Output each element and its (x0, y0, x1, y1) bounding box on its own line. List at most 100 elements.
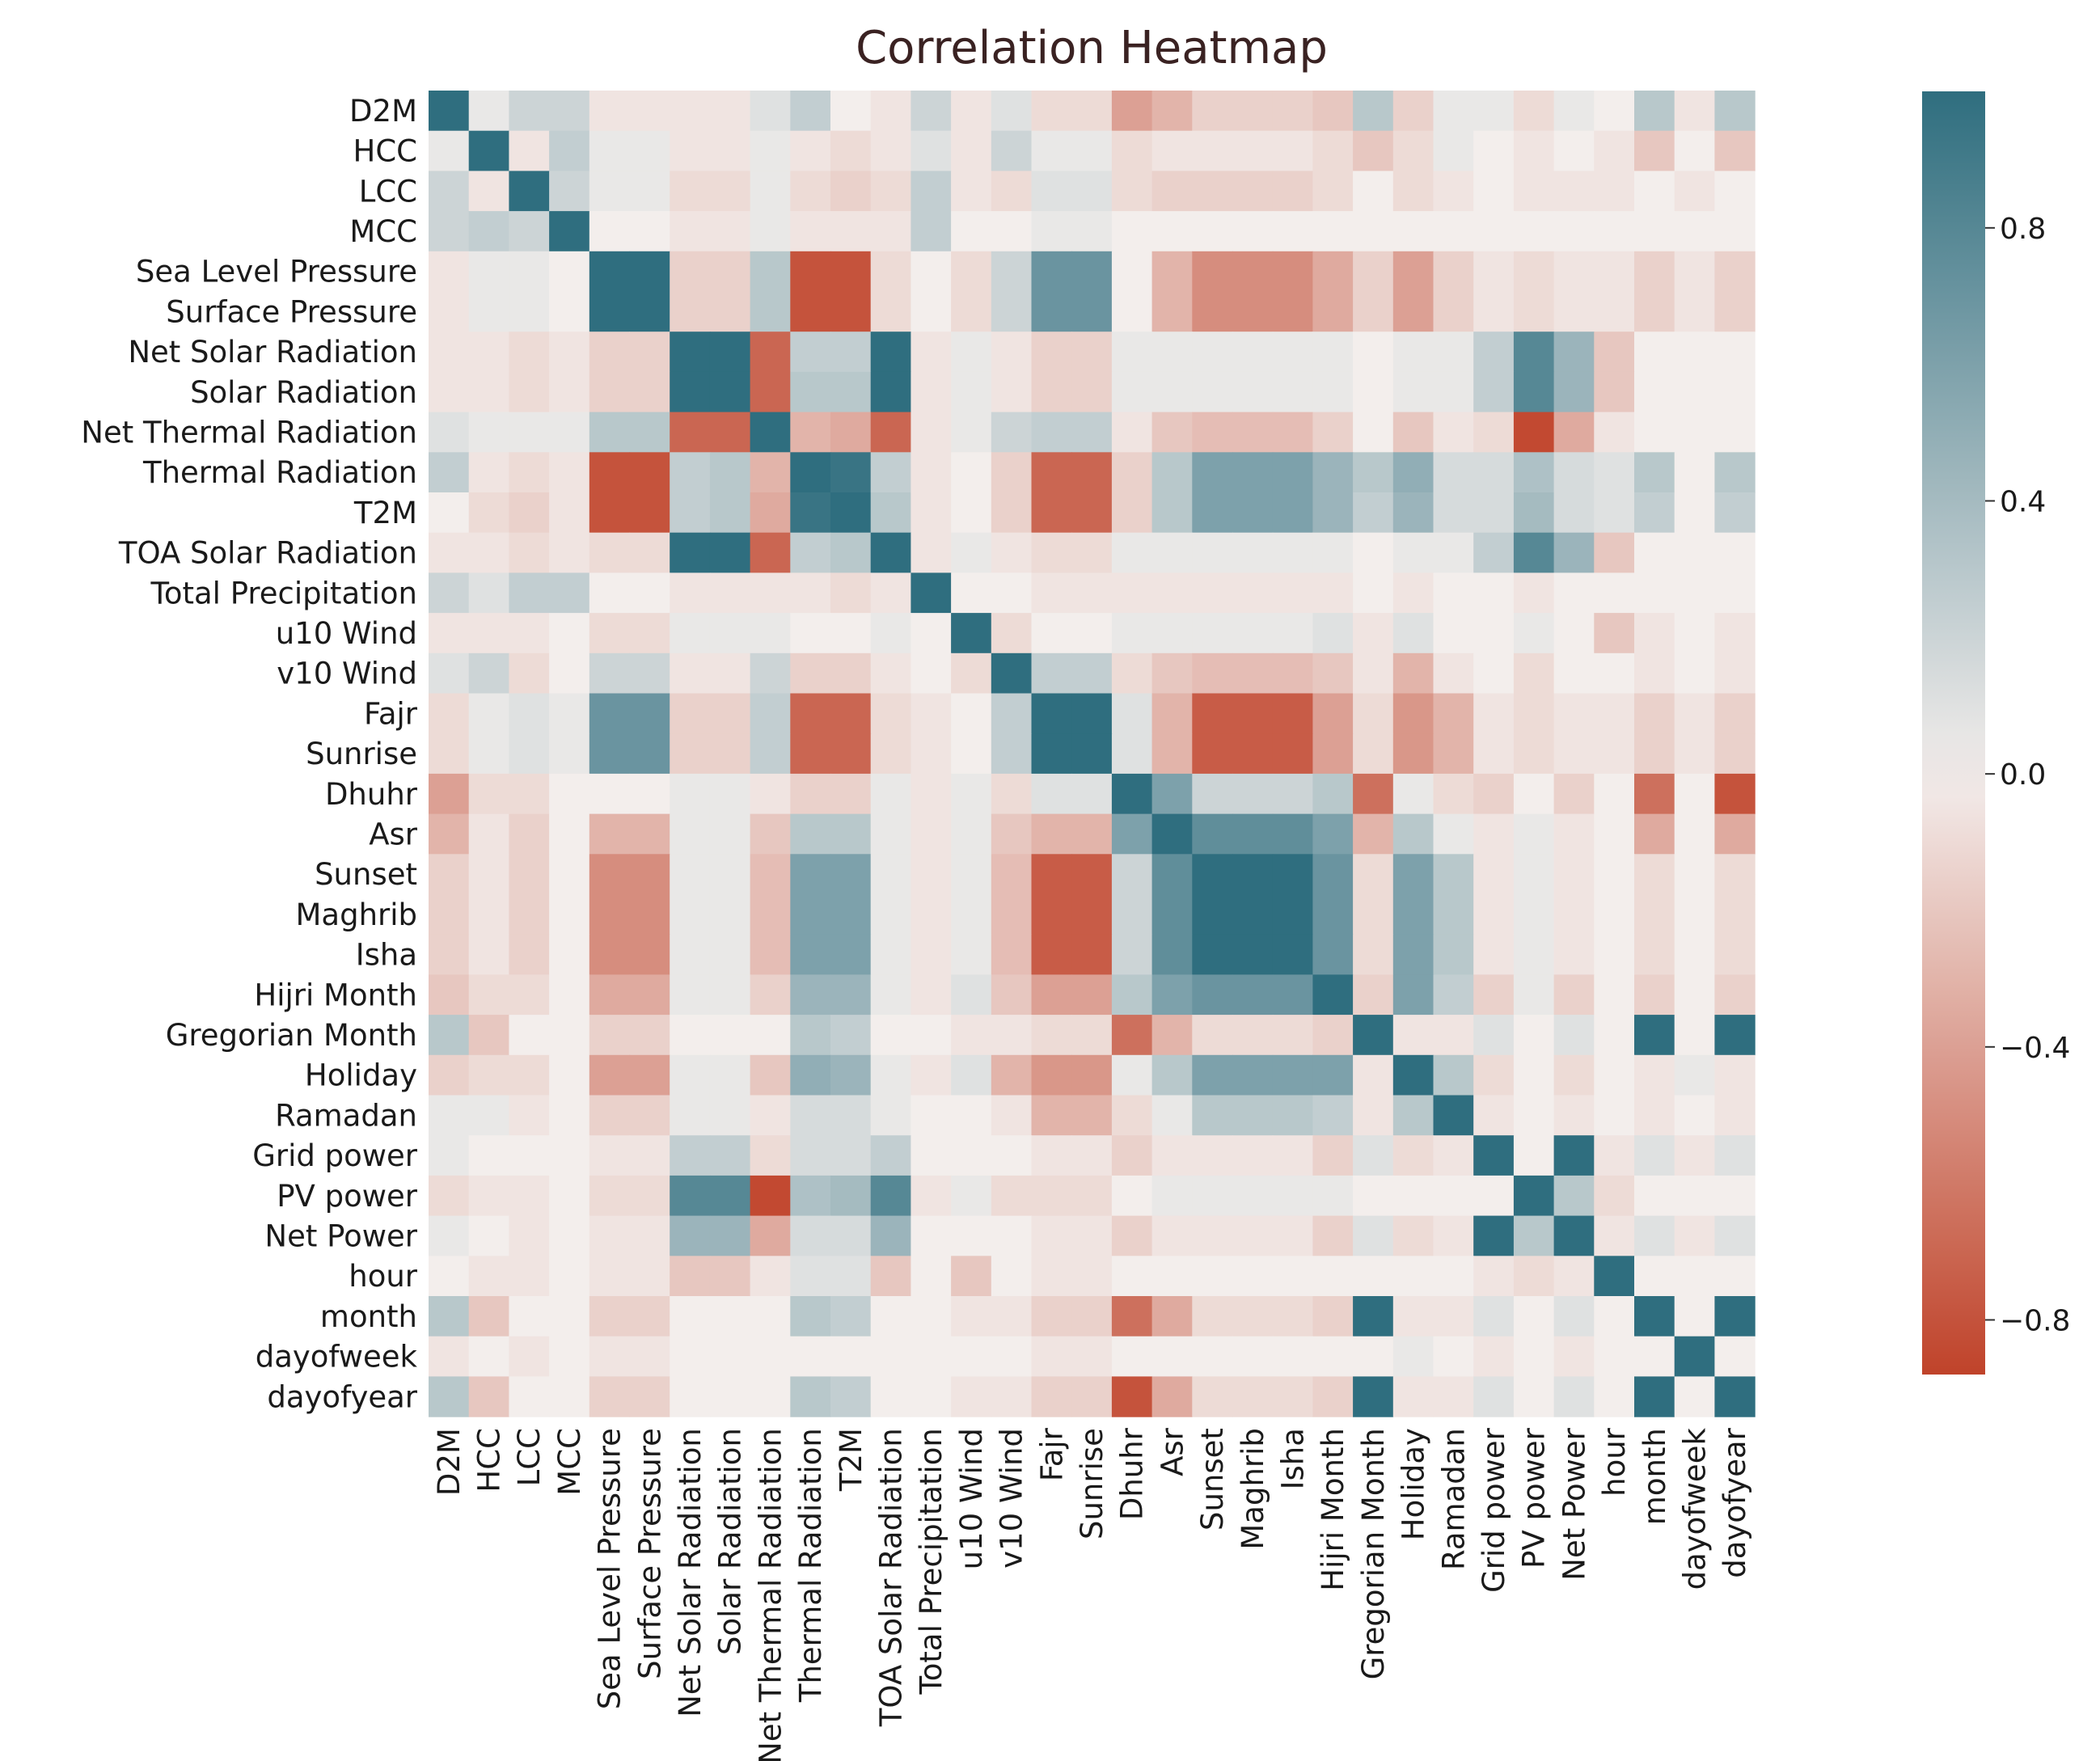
y-tick-label-hour: hour (349, 1259, 418, 1294)
heatmap-cell-sea-level-pressure-v10-wind (991, 251, 1033, 293)
heatmap-cell-ramadan-surface-pressure (629, 1095, 670, 1136)
heatmap-cell-grid-power-u10-wind (951, 1135, 992, 1176)
heatmap-cell-asr-u10-wind (951, 813, 992, 855)
heatmap-cell-thermal-radiation-maghrib (1232, 452, 1274, 493)
heatmap-cell-hijri-month-net-thermal-radiation (750, 974, 791, 1016)
heatmap-cell-isha-toa-solar-radiation (870, 934, 911, 975)
heatmap-cell-total-precipitation-hcc (468, 572, 509, 614)
x-tick-label-solar-radiation: Solar Radiation (713, 1428, 748, 1655)
heatmap-cell-dayofweek-asr (1151, 1336, 1193, 1377)
heatmap-cell-hijri-month-surface-pressure (629, 974, 670, 1016)
heatmap-cell-hcc-sunset (1192, 130, 1233, 171)
heatmap-cell-net-power-v10-wind (991, 1215, 1033, 1256)
heatmap-cell-net-thermal-radiation-gregorian-month (1353, 412, 1394, 453)
heatmap-cell-ramadan-dayofyear (1714, 1095, 1756, 1136)
heatmap-cell-ramadan-fajr (1031, 1095, 1072, 1136)
heatmap-cell-dayofweek-net-thermal-radiation (750, 1336, 791, 1377)
heatmap-cell-dhuhr-sunrise (1071, 773, 1113, 815)
heatmap-cell-dayofweek-sunset (1192, 1336, 1233, 1377)
heatmap-cell-asr-gregorian-month (1353, 813, 1394, 855)
heatmap-cell-thermal-radiation-toa-solar-radiation (870, 452, 911, 493)
heatmap-cell-total-precipitation-pv-power (1513, 572, 1555, 614)
heatmap-cell-month-dhuhr (1111, 1296, 1153, 1337)
y-tick-label-pv-power: PV power (277, 1179, 418, 1214)
heatmap-cell-month-v10-wind (991, 1296, 1033, 1337)
heatmap-cell-asr-hour (1594, 813, 1635, 855)
heatmap-cell-hcc-dayofyear (1714, 130, 1756, 171)
heatmap-cell-net-power-mcc (549, 1215, 590, 1256)
x-tick-label-net-solar-radiation: Net Solar Radiation (673, 1428, 708, 1717)
heatmap-cell-ramadan-gregorian-month (1353, 1095, 1394, 1136)
heatmap-cell-dayofweek-mcc (549, 1336, 590, 1377)
heatmap-cell-ramadan-pv-power (1513, 1095, 1555, 1136)
heatmap-cell-hour-hijri-month (1312, 1256, 1354, 1297)
heatmap-cell-ramadan-sunset (1192, 1095, 1233, 1136)
heatmap-cell-isha-maghrib (1232, 934, 1274, 975)
heatmap-cell-sunrise-gregorian-month (1353, 733, 1394, 775)
heatmap-cell-holiday-gregorian-month (1353, 1054, 1394, 1096)
heatmap-cell-dayofyear-u10-wind (951, 1376, 992, 1417)
heatmap-cell-surface-pressure-maghrib (1232, 291, 1274, 332)
heatmap-cell-gregorian-month-solar-radiation (709, 1015, 751, 1056)
heatmap-cell-dhuhr-sea-level-pressure (589, 773, 631, 815)
heatmap-cell-toa-solar-radiation-isha (1272, 532, 1313, 573)
heatmap-cell-t2m-thermal-radiation (790, 492, 831, 534)
heatmap-cell-asr-dayofyear (1714, 813, 1756, 855)
heatmap-cell-net-solar-radiation-t2m (830, 332, 872, 373)
heatmap-cell-maghrib-sunset (1192, 894, 1233, 935)
heatmap-cell-surface-pressure-net-power (1553, 291, 1595, 332)
heatmap-cell-fajr-ramadan (1433, 693, 1474, 734)
heatmap-cell-thermal-radiation-net-thermal-radiation (750, 452, 791, 493)
heatmap-cell-maghrib-v10-wind (991, 894, 1033, 935)
heatmap-cell-thermal-radiation-v10-wind (991, 452, 1033, 493)
heatmap-cell-dayofweek-hour (1594, 1336, 1635, 1377)
heatmap-cell-total-precipitation-net-power (1553, 572, 1595, 614)
heatmap-cell-u10-wind-net-thermal-radiation (750, 613, 791, 654)
heatmap-cell-fajr-maghrib (1232, 693, 1274, 734)
heatmap-cell-hcc-pv-power (1513, 130, 1555, 171)
heatmap-cell-hijri-month-thermal-radiation (790, 974, 831, 1016)
heatmap-cell-net-power-solar-radiation (709, 1215, 751, 1256)
heatmap-cell-dayofyear-total-precipitation (911, 1376, 952, 1417)
heatmap-cell-v10-wind-dayofyear (1714, 652, 1756, 695)
heatmap-cell-thermal-radiation-sunrise (1071, 452, 1113, 493)
heatmap-cell-sea-level-pressure-month (1634, 251, 1675, 293)
heatmap-cell-maghrib-fajr (1031, 894, 1072, 935)
x-tick-label-hcc: HCC (472, 1428, 507, 1493)
heatmap-cell-hour-sunrise (1071, 1256, 1113, 1297)
heatmap-cell-net-solar-radiation-total-precipitation (911, 332, 952, 373)
heatmap-cell-d2m-ramadan (1433, 91, 1474, 132)
heatmap-cell-hijri-month-d2m (429, 974, 470, 1016)
y-tick-label-month: month (320, 1299, 417, 1334)
heatmap-cell-total-precipitation-dayofyear (1714, 572, 1756, 614)
heatmap-cell-gregorian-month-asr (1151, 1015, 1193, 1056)
heatmap-cell-grid-power-thermal-radiation (790, 1135, 831, 1176)
heatmap-cell-holiday-month (1634, 1054, 1675, 1096)
heatmap-cell-dhuhr-holiday (1392, 773, 1435, 815)
heatmap-cell-dayofweek-t2m (830, 1336, 872, 1377)
heatmap-cell-net-solar-radiation-net-power (1553, 332, 1595, 373)
heatmap-cell-net-power-hour (1594, 1215, 1635, 1256)
heatmap-cell-sunset-month (1634, 854, 1675, 895)
heatmap-cell-fajr-holiday (1392, 693, 1435, 734)
heatmap-cell-lcc-t2m (830, 171, 872, 212)
heatmap-cell-surface-pressure-t2m (830, 291, 872, 332)
heatmap-cell-grid-power-lcc (509, 1135, 550, 1176)
heatmap-cell-dhuhr-hour (1594, 773, 1635, 815)
heatmap-cell-hcc-surface-pressure (629, 130, 670, 171)
heatmap-cell-maghrib-grid-power (1473, 894, 1515, 935)
heatmap-cell-mcc-thermal-radiation (790, 211, 831, 252)
heatmap-cell-surface-pressure-sunrise (1071, 291, 1113, 332)
heatmap-cell-hijri-month-dayofweek (1674, 974, 1715, 1016)
heatmap-cell-hour-thermal-radiation (790, 1256, 831, 1297)
y-tick-label-ramadan: Ramadan (275, 1098, 417, 1133)
heatmap-cell-mcc-maghrib (1232, 211, 1274, 252)
heatmap-cell-u10-wind-isha (1272, 613, 1313, 654)
heatmap-cell-d2m-dhuhr (1111, 91, 1153, 132)
heatmap-cell-surface-pressure-toa-solar-radiation (870, 291, 911, 332)
heatmap-cell-hour-v10-wind (991, 1256, 1033, 1297)
heatmap-cell-surface-pressure-asr (1151, 291, 1193, 332)
y-tick-label-isha: Isha (356, 938, 417, 973)
heatmap-cell-hijri-month-total-precipitation (911, 974, 952, 1016)
heatmap-cell-month-pv-power (1513, 1296, 1555, 1337)
